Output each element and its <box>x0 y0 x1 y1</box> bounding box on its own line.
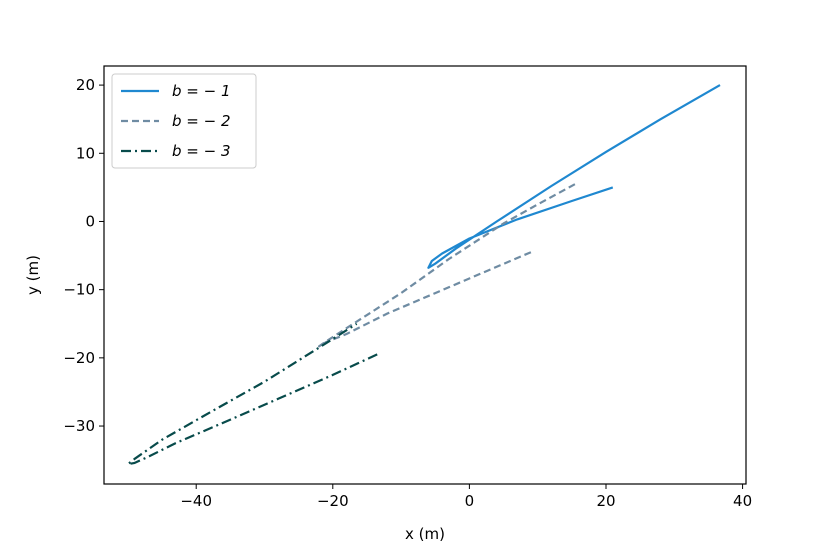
x-tick-label: 20 <box>596 492 615 510</box>
x-axis: −40 −20 0 20 40 <box>180 484 752 510</box>
x-axis-label: x (m) <box>405 525 445 543</box>
series-line-1 <box>427 84 721 269</box>
y-tick-label: −30 <box>63 417 95 435</box>
legend-box <box>111 73 257 169</box>
plot-frame <box>103 65 747 485</box>
x-tick-label: 40 <box>733 492 752 510</box>
legend-label-1: b = − 1 <box>172 82 231 100</box>
y-tick-label: −20 <box>63 349 95 367</box>
x-tick-label: −40 <box>180 492 212 510</box>
x-tick-label: 0 <box>465 492 475 510</box>
y-tick-label: 0 <box>85 212 95 230</box>
y-axis: −30 −20 −10 0 10 20 <box>63 76 104 435</box>
legend-label-2: b = − 2 <box>172 112 231 130</box>
y-tick-label: −10 <box>63 281 95 299</box>
y-tick-label: 20 <box>76 76 95 94</box>
series-line-3 <box>126 322 378 466</box>
legend: b = − 1 b = − 2 b = − 3 <box>111 73 257 169</box>
y-axis-label: y (m) <box>24 255 42 295</box>
x-tick-label: −20 <box>317 492 349 510</box>
series-layer <box>126 84 721 466</box>
y-tick-label: 10 <box>76 144 95 162</box>
series-line-2 <box>318 183 576 348</box>
legend-label-3: b = − 3 <box>172 142 231 160</box>
